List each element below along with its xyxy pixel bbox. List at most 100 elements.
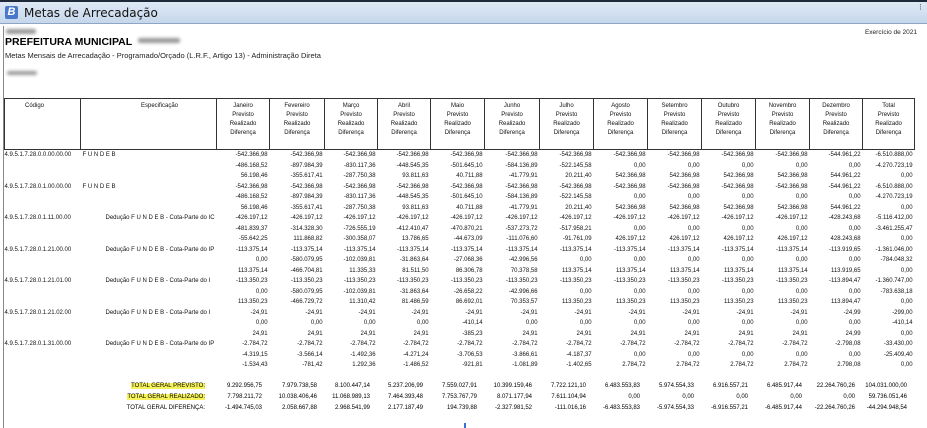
value-realizado: -1.492,36 [350,351,376,358]
month-cell: -113.375,14 0,00 113.375,14 [594,245,648,277]
value-realizado: 0,00 [310,320,323,326]
month-cell: -24,91 0,00 24,91 [485,308,540,340]
value-diferenca: 2.784,72 [730,362,754,368]
total-previsto-value: 22.264.760,26 [816,383,855,389]
value-diferenca: 113.375,14 [669,267,700,274]
month-cell: -113.350,23 -26.658,22 86.692,01 [431,276,485,308]
value-diferenca: -385,23 [462,330,483,337]
value-realizado: -897.984,39 [290,162,323,169]
month-cell: -2.784,72 -3.706,53 -921,81 [431,339,485,371]
value-realizado: -102.039,81 [343,288,376,295]
sub-label: Diferença [284,130,310,136]
total-previsto-label: TOTAL GERAL PREVISTO: [131,383,205,389]
header-month: Novembro Previsto Realizado Diferença [755,98,811,150]
value-previsto: -113.350,23 [396,278,429,284]
value-previsto: -542.366,98 [505,183,538,190]
value-realizado: -580.079,95 [290,257,323,263]
value-previsto: -542.366,98 [559,152,592,158]
value-realizado: -25.409,40 [883,351,913,358]
value-realizado: 0,00 [633,320,646,326]
month-cell: -24,91 0,00 24,91 [702,308,756,340]
value-previsto: -426.197,12 [667,215,700,221]
row-code: 4.9.5.1.7.28.0.1.21.01.00 [4,278,72,284]
total-diferenca-value: -44.294.948,54 [866,405,907,411]
value-diferenca: 0,00 [900,362,913,368]
month-cell: -542.366,98 0,00 542.366,98 [594,150,648,182]
month-cell: -24,91 0,00 24,91 [270,308,325,340]
value-realizado: 0,00 [848,351,861,358]
sub-label: Realizado [337,121,365,127]
value-previsto: -113.375,14 [450,246,483,253]
month-cell: -542.366,98 -486.168,52 56.198,46 [217,182,270,214]
month-label: Agosto [611,103,630,109]
total-diferenca-value: 2.058.667,88 [281,405,317,411]
sub-label: Diferença [553,130,580,136]
value-previsto: -542.366,98 [450,183,483,190]
value-diferenca: 113.350,23 [561,299,592,305]
month-label: Setembro [661,103,688,109]
sub-label: Realizado [661,121,688,127]
total-realizado-value: 8.071.177,94 [496,394,532,400]
value-previsto: -542.366,98 [450,152,483,158]
report-heading-text: PREFEITURA MUNICIPAL [5,36,133,48]
value-previsto: -2.784,72 [512,341,538,347]
value-diferenca: 24,91 [307,330,323,337]
header-month: Julho Previsto Realizado Diferença [539,98,595,150]
total-previsto-value: 9.292.956,75 [226,383,262,389]
sub-label: Realizado [390,121,418,127]
app-b-icon: B [5,6,18,19]
value-diferenca: 86.692,01 [455,299,483,305]
month-cell: -2.784,72 -4.319,15 -1.534,43 [217,339,270,371]
value-diferenca: 542.366,98 [669,204,700,211]
month-cell: -542.366,98 -584.136,89 -41.779,91 [485,182,540,214]
value-realizado: -4.319,15 [242,351,268,358]
total-label-wrap: TOTAL GERAL DIFERENÇA: [0,403,205,414]
sub-label: Previsto [555,112,578,118]
value-realizado: -522.145,58 [559,162,592,169]
value-previsto: -2.784,72 [403,341,429,347]
month-cell: -542.366,98 -522.145,58 20.211,40 [540,150,594,182]
value-realizado: 0,00 [795,225,808,232]
sub-label: Realizado [553,121,580,127]
month-cell: -113.375,14 0,00 113.375,14 [756,245,810,277]
value-previsto: -2.784,72 [242,341,268,347]
row-code: 4.9.5.1.7.28.0.1.11.00.00 [4,215,71,221]
value-realizado: 0,00 [687,257,700,263]
sub-label: Previsto [446,112,469,118]
value-realizado: -3.866,61 [512,351,538,358]
month-cell: -426.197,12 0,00 426.197,12 [648,213,702,245]
more-options-icon[interactable]: ⁝ [919,2,922,12]
value-diferenca: 24,91 [630,330,646,337]
value-realizado: 0,00 [633,162,646,169]
value-realizado: -4.187,37 [566,351,592,358]
month-cell: -24,91 0,00 24,91 [648,308,702,340]
sub-label: Diferença [444,130,471,136]
month-cell: -113.350,23 0,00 113.350,23 [648,276,702,308]
month-cell: -113.350,23 0,00 113.350,23 [702,276,756,308]
row-spec: Dedução F U N D E B - Cota-Parte do IC [105,215,215,221]
month-cell: -2.784,72 -4.187,37 -1.402,65 [540,339,594,371]
value-previsto: -113.350,23 [613,278,646,284]
sub-label: Previsto [771,112,794,118]
total-diferenca-value: 2.968.541,99 [334,405,370,411]
value-realizado: -517.958,21 [559,225,592,232]
row-spec: F U N D E B [82,152,116,158]
month-label: Junho [503,103,521,109]
value-realizado: -314.328,30 [290,225,323,232]
table-row: 4.9.5.1.7.28.0.1.21.02.00 Dedução F U N D… [5,308,915,340]
sub-label: Previsto [609,112,632,118]
header-month: Fevereiro Previsto Realizado Diferença [269,98,326,150]
month-label: Maio [451,103,465,109]
value-diferenca: 93.811,63 [402,204,429,211]
value-previsto: -113.350,23 [775,278,808,284]
month-cell: -24,91 0,00 24,91 [378,308,431,340]
sub-label: Diferença [823,130,849,136]
value-previsto: -426.197,12 [721,215,754,221]
value-previsto: -113.894,47 [828,278,861,284]
window-titlebar: B Metas de Arrecadação ⁝ [0,0,927,24]
value-diferenca: 13.786,65 [401,236,429,242]
month-cell: -542.366,98 -501.645,10 40.711,88 [431,182,485,214]
month-cell: -426.197,12 -517.958,21 -91.761,09 [540,213,594,245]
value-previsto: -542.366,98 [721,152,754,158]
month-cell: -544.961,22 0,00 544.961,22 [810,150,863,182]
